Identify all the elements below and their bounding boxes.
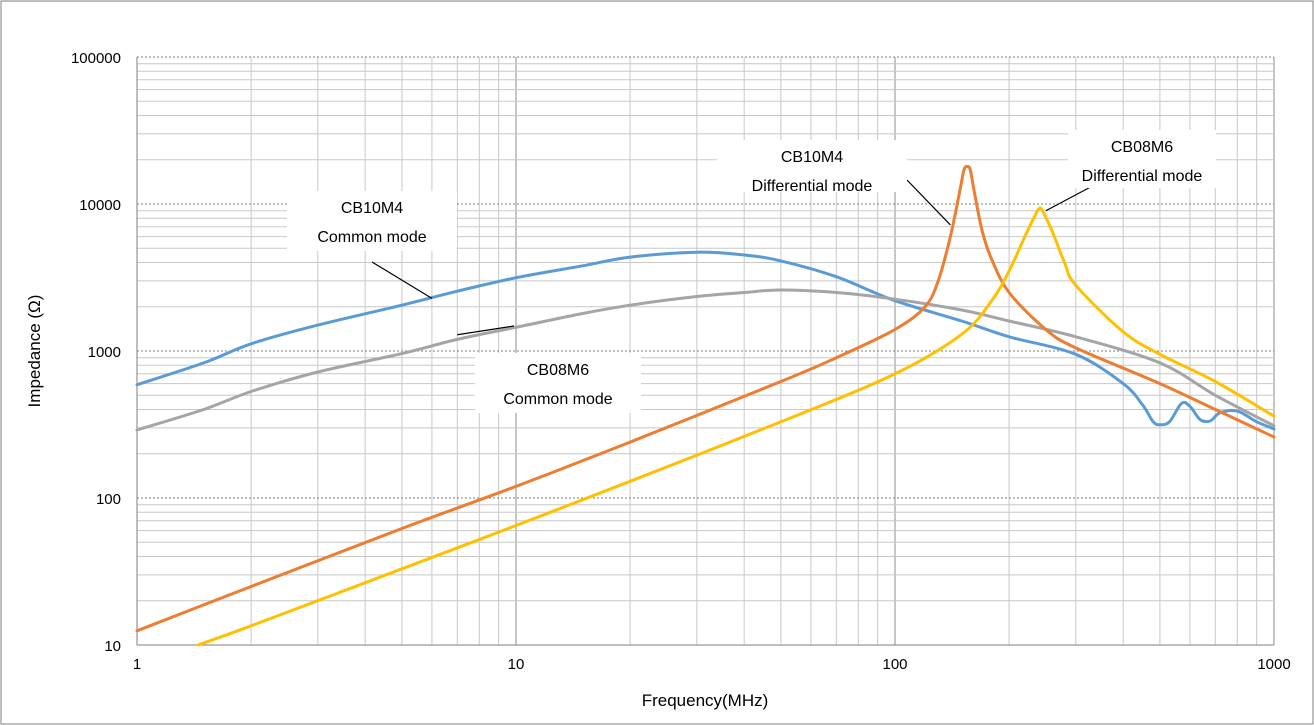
y-tick-label: 10 <box>104 638 121 655</box>
annotation-leader-line <box>371 261 433 299</box>
annotation-label: Common mode <box>503 391 612 408</box>
annotation-label: CB10M4 <box>781 149 843 166</box>
annotation-label: CB10M4 <box>341 200 403 217</box>
annotation-box <box>287 191 457 251</box>
x-axis-title: Frequency(MHz) <box>642 691 769 710</box>
annotation-box <box>1068 130 1216 188</box>
annotation-leader-line <box>906 179 951 226</box>
annotation-leader-line <box>457 325 515 336</box>
annotation-2: CB08M6 Common mode <box>457 325 641 413</box>
annotation-label: Differential mode <box>752 178 873 195</box>
annotation-label: CB08M6 <box>1111 139 1173 156</box>
x-tick-label: 1000 <box>1257 656 1290 673</box>
y-tick-label: 1000 <box>88 344 121 361</box>
annotation-4: CB08M6 Differential mode <box>1045 130 1216 212</box>
series-line-2 <box>135 288 1276 432</box>
x-tick-label: 10 <box>508 656 525 673</box>
series-line-4 <box>196 206 1276 647</box>
series-lines <box>135 164 1276 647</box>
annotation-box <box>475 353 641 413</box>
annotation-box <box>717 140 907 192</box>
annotation-label: Differential mode <box>1082 168 1203 185</box>
series-line-1 <box>135 250 1276 431</box>
annotation-label: CB08M6 <box>527 362 589 379</box>
annotation-1: CB10M4 Common mode <box>287 191 457 299</box>
y-tick-label: 100000 <box>71 50 121 67</box>
x-tick-label: 100 <box>882 656 907 673</box>
annotation-label: Common mode <box>317 229 426 246</box>
grid-lines <box>136 56 1275 646</box>
annotation-3: CB10M4 Differential mode <box>717 140 951 226</box>
y-axis-title: Impedance (Ω) <box>25 295 44 408</box>
x-tick-label: 1 <box>133 656 141 673</box>
tick-labels: 1 10 100 1000 10 100 1000 10000 100000 <box>71 50 1291 673</box>
y-tick-label: 100 <box>96 491 121 508</box>
y-tick-label: 10000 <box>79 197 121 214</box>
series-line-3 <box>135 164 1276 633</box>
